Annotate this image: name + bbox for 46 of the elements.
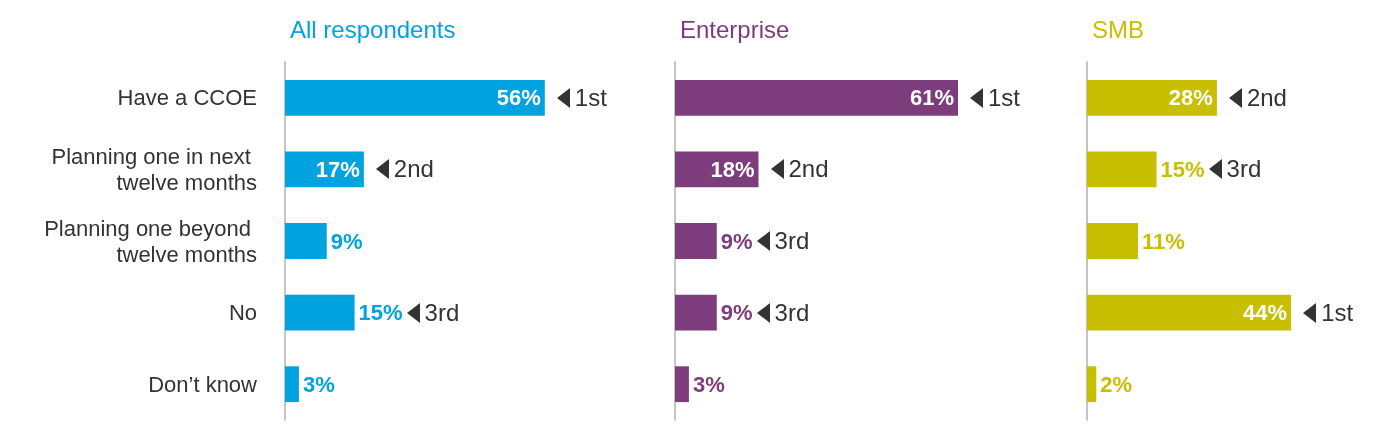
bar — [285, 79, 545, 116]
data-label: 9% — [330, 228, 363, 254]
bar — [1087, 151, 1157, 188]
annotation: 2nd — [1246, 83, 1287, 112]
annotation: 3rd — [424, 298, 460, 327]
annotation: 3rd — [774, 298, 810, 327]
annotation: 3rd — [1226, 155, 1262, 184]
bar — [1087, 366, 1097, 403]
chart-title: All respondents — [290, 15, 456, 43]
y-tick-label: Have a CCOE — [117, 85, 257, 111]
data-label: 17% — [315, 156, 360, 182]
annotation: 3rd — [774, 227, 810, 255]
annotation: 1st — [574, 83, 607, 112]
bar — [285, 366, 299, 403]
bar — [285, 294, 355, 331]
data-label: 2% — [1100, 371, 1133, 397]
chart-title: SMB — [1092, 15, 1145, 43]
data-label: 18% — [710, 156, 755, 182]
data-label: 15% — [358, 300, 403, 326]
data-label: 9% — [720, 228, 753, 254]
data-label: 44% — [1243, 300, 1288, 326]
data-label: 61% — [909, 85, 954, 111]
data-label: 15% — [1160, 156, 1205, 182]
bar — [675, 79, 958, 116]
data-label: 56% — [496, 85, 541, 111]
y-tick-label: Planning one in next twelve months — [51, 143, 257, 195]
y-tick-label: Planning one beyond twelve months — [44, 215, 257, 267]
bar — [1087, 223, 1139, 259]
annotation: 1st — [1321, 298, 1354, 327]
data-label: 3% — [692, 371, 725, 397]
data-label: 9% — [720, 300, 753, 326]
y-tick-label: Don’t know — [148, 371, 258, 397]
bar — [1087, 79, 1217, 116]
annotation: 2nd — [788, 155, 829, 184]
annotation: 1st — [988, 83, 1021, 112]
bar — [675, 294, 717, 331]
bar — [675, 366, 689, 403]
bar — [675, 223, 717, 259]
annotation: 2nd — [393, 155, 434, 184]
data-label: 28% — [1168, 85, 1213, 111]
bar — [1087, 294, 1292, 331]
y-tick-label: No — [228, 300, 257, 326]
data-label: 3% — [302, 371, 335, 397]
data-label: 11% — [1142, 228, 1185, 254]
chart-title: Enterprise — [680, 15, 790, 43]
bar — [285, 223, 327, 259]
